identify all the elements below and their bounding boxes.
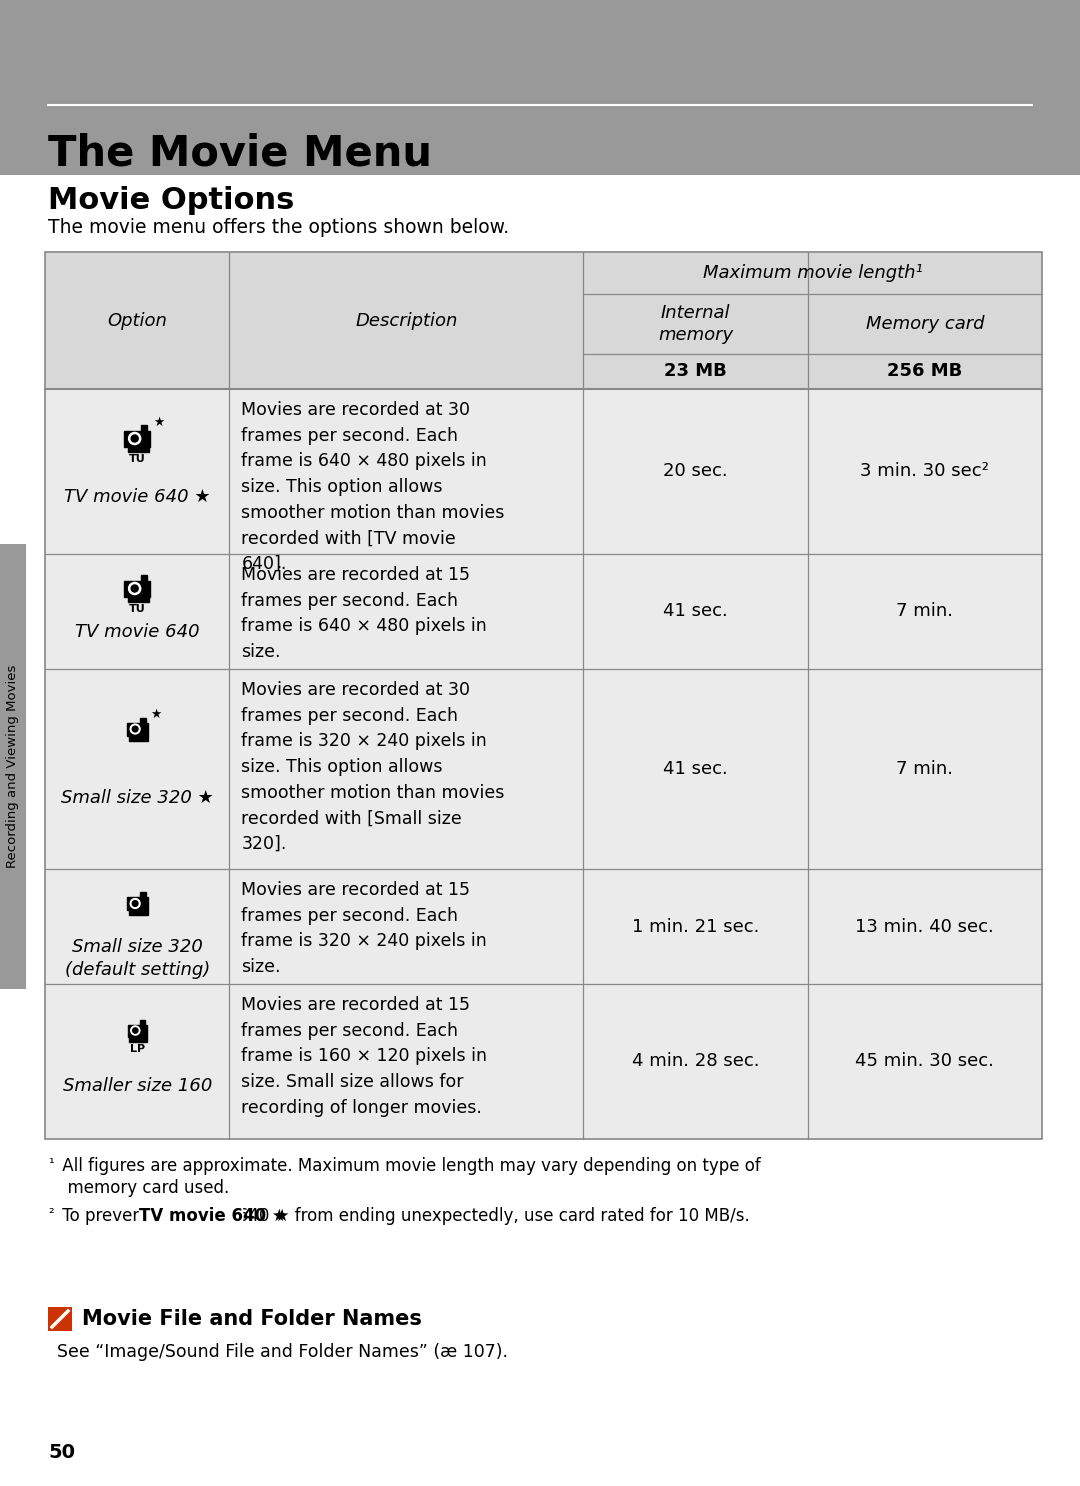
Bar bbox=[45, 389, 1042, 554]
Text: TU: TU bbox=[129, 455, 146, 465]
Text: Small size 320 ★: Small size 320 ★ bbox=[60, 789, 214, 807]
Bar bbox=[141, 1037, 147, 1042]
Text: 13 min. 40 sec.: 13 min. 40 sec. bbox=[855, 917, 995, 936]
Circle shape bbox=[131, 899, 140, 908]
Text: The Movie Menu: The Movie Menu bbox=[48, 132, 432, 174]
Text: TV movie 640: TV movie 640 bbox=[75, 623, 200, 640]
Bar bbox=[141, 425, 148, 431]
Text: Movies are recorded at 15
frames per second. Each
frame is 160 × 120 pixels in
s: Movies are recorded at 15 frames per sec… bbox=[242, 996, 487, 1117]
Circle shape bbox=[131, 1025, 140, 1036]
Text: TV movie 640 ★: TV movie 640 ★ bbox=[139, 1207, 287, 1224]
Bar bbox=[140, 1021, 145, 1024]
Bar bbox=[127, 446, 133, 452]
Text: Recording and Viewing Movies: Recording and Viewing Movies bbox=[6, 664, 19, 868]
Bar bbox=[138, 736, 144, 740]
Text: Small size 320
(default setting): Small size 320 (default setting) bbox=[65, 938, 210, 979]
Text: 7 min.: 7 min. bbox=[896, 759, 954, 779]
Text: LP: LP bbox=[130, 1045, 145, 1055]
Circle shape bbox=[129, 583, 140, 594]
Text: ★: ★ bbox=[150, 707, 162, 721]
Bar bbox=[140, 718, 146, 722]
Bar bbox=[139, 596, 145, 602]
Text: Movies are recorded at 15
frames per second. Each
frame is 640 × 480 pixels in
s: Movies are recorded at 15 frames per sec… bbox=[242, 566, 487, 661]
Bar bbox=[145, 446, 149, 452]
Text: 7 min.: 7 min. bbox=[896, 602, 954, 621]
Bar bbox=[134, 909, 138, 915]
Text: 45 min. 30 sec.: 45 min. 30 sec. bbox=[855, 1052, 995, 1070]
Text: Movies are recorded at 30
frames per second. Each
frame is 640 × 480 pixels in
s: Movies are recorded at 30 frames per sec… bbox=[242, 401, 504, 574]
Bar bbox=[45, 253, 1042, 1138]
Text: 3 min. 30 sec²: 3 min. 30 sec² bbox=[861, 462, 989, 480]
Bar bbox=[129, 736, 134, 740]
Text: Movies are recorded at 30
frames per second. Each
frame is 320 × 240 pixels in
s: Movies are recorded at 30 frames per sec… bbox=[242, 681, 504, 853]
Text: Description: Description bbox=[355, 312, 458, 330]
Bar bbox=[138, 1037, 144, 1042]
Bar bbox=[127, 596, 133, 602]
Bar bbox=[145, 596, 149, 602]
Text: 256 MB: 256 MB bbox=[888, 363, 962, 380]
Bar bbox=[139, 1207, 242, 1226]
Text: To prevent TV movie 640 ★ from ending unexpectedly, use card rated for 10 MB/s.: To prevent TV movie 640 ★ from ending un… bbox=[57, 1207, 750, 1224]
Bar bbox=[141, 575, 148, 581]
Bar bbox=[139, 446, 145, 452]
Circle shape bbox=[131, 435, 138, 441]
Circle shape bbox=[132, 901, 138, 906]
Bar bbox=[130, 1037, 134, 1042]
Text: Maximum movie length¹: Maximum movie length¹ bbox=[703, 265, 922, 282]
Bar bbox=[143, 909, 148, 915]
Circle shape bbox=[131, 724, 140, 734]
Text: 41 sec.: 41 sec. bbox=[663, 759, 728, 779]
Bar bbox=[143, 736, 148, 740]
Text: 50: 50 bbox=[48, 1443, 75, 1462]
Bar bbox=[0, 544, 26, 990]
Bar bbox=[140, 893, 146, 898]
Text: Internal
memory: Internal memory bbox=[658, 305, 733, 345]
Text: 1 min. 21 sec.: 1 min. 21 sec. bbox=[632, 917, 759, 936]
Text: The movie menu offers the options shown below.: The movie menu offers the options shown … bbox=[48, 218, 509, 236]
Bar bbox=[124, 431, 150, 446]
Text: Movie Options: Movie Options bbox=[48, 186, 295, 215]
Bar bbox=[126, 722, 148, 736]
Text: 23 MB: 23 MB bbox=[664, 363, 727, 380]
Text: Movie File and Folder Names: Movie File and Folder Names bbox=[82, 1309, 422, 1328]
Bar bbox=[126, 898, 148, 909]
Text: ★: ★ bbox=[153, 416, 164, 428]
Text: Smaller size 160: Smaller size 160 bbox=[63, 1077, 212, 1095]
Bar bbox=[138, 909, 144, 915]
Text: TU: TU bbox=[129, 605, 146, 615]
Text: See “Image/Sound File and Folder Names” (æ 107).: See “Image/Sound File and Folder Names” … bbox=[57, 1343, 508, 1361]
Bar bbox=[48, 1308, 72, 1331]
Text: ²: ² bbox=[48, 1207, 54, 1221]
Circle shape bbox=[131, 585, 138, 591]
Bar bbox=[45, 869, 1042, 984]
Bar bbox=[129, 909, 134, 915]
Text: ¹: ¹ bbox=[48, 1158, 54, 1171]
Circle shape bbox=[132, 727, 138, 733]
Text: Memory card: Memory card bbox=[865, 315, 984, 333]
Bar bbox=[45, 554, 1042, 669]
Bar bbox=[45, 253, 1042, 389]
Bar bbox=[134, 736, 138, 740]
Text: TV movie 640 ★: TV movie 640 ★ bbox=[64, 487, 211, 507]
Circle shape bbox=[133, 1028, 138, 1033]
Bar bbox=[0, 0, 1080, 175]
Bar bbox=[134, 1037, 138, 1042]
Text: 41 sec.: 41 sec. bbox=[663, 602, 728, 621]
Text: 4 min. 28 sec.: 4 min. 28 sec. bbox=[632, 1052, 759, 1070]
Text: Option: Option bbox=[107, 312, 167, 330]
Bar bbox=[45, 984, 1042, 1138]
Text: Movies are recorded at 15
frames per second. Each
frame is 320 × 240 pixels in
s: Movies are recorded at 15 frames per sec… bbox=[242, 881, 487, 976]
Text: 20 sec.: 20 sec. bbox=[663, 462, 728, 480]
Bar bbox=[134, 596, 138, 602]
Circle shape bbox=[129, 432, 140, 444]
Bar bbox=[124, 581, 150, 596]
Bar bbox=[127, 1024, 147, 1037]
Bar bbox=[45, 669, 1042, 869]
Text: All figures are approximate. Maximum movie length may vary depending on type of: All figures are approximate. Maximum mov… bbox=[57, 1158, 760, 1175]
Bar bbox=[134, 446, 138, 452]
Text: memory card used.: memory card used. bbox=[57, 1178, 229, 1198]
